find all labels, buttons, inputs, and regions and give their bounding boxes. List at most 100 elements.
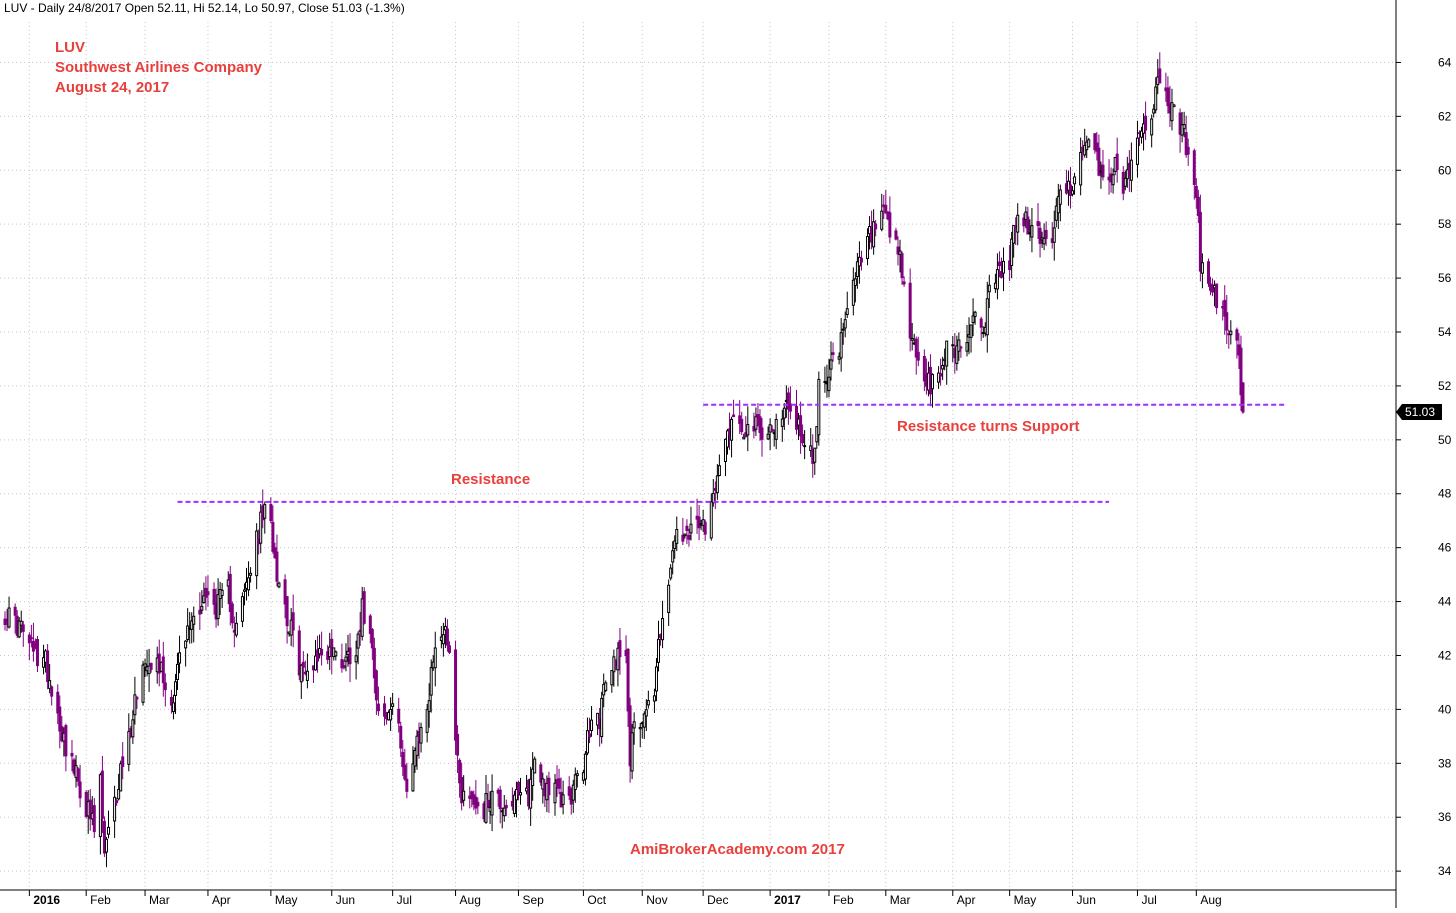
candle [316, 635, 320, 673]
x-tick-label: Aug [1200, 893, 1221, 907]
candle-body [888, 212, 892, 238]
candle-body [1111, 174, 1115, 186]
candle [866, 228, 870, 266]
candle-body [604, 682, 608, 691]
candle-body [898, 250, 902, 255]
candle-body [809, 445, 813, 451]
candle [29, 624, 33, 648]
last-price-tag-bg [1396, 404, 1442, 421]
candle [299, 663, 303, 699]
candle-body [1002, 260, 1006, 274]
candle [460, 762, 464, 811]
candle-body [320, 649, 324, 656]
x-tick-label: Apr [957, 893, 976, 907]
candle-body [930, 374, 934, 390]
candle [547, 771, 551, 813]
candle [661, 600, 665, 649]
chart-date: August 24, 2017 [55, 79, 169, 96]
candle [786, 387, 790, 425]
candle-body [374, 670, 378, 701]
candle-body [133, 694, 137, 716]
candle [486, 783, 490, 809]
candle-body [1184, 132, 1188, 156]
candle [687, 528, 691, 547]
candle [884, 189, 888, 214]
candle [590, 706, 594, 737]
candle [801, 424, 805, 446]
candle-body [476, 801, 480, 807]
candle-body [803, 445, 807, 448]
candle-body [654, 666, 658, 692]
candle [1042, 223, 1046, 251]
candle-body [575, 773, 579, 777]
candle [178, 635, 182, 674]
candle [441, 622, 445, 657]
candle [516, 780, 520, 801]
candle-body [531, 768, 535, 786]
candle-body [184, 640, 188, 649]
candle-body [78, 781, 82, 799]
candle [206, 575, 210, 607]
candle [618, 627, 622, 675]
candle-body [1042, 237, 1046, 245]
candle [1135, 120, 1139, 178]
candle-body [354, 655, 358, 663]
x-tick-label: Aug [460, 893, 481, 907]
candle [1044, 221, 1048, 246]
candle [389, 697, 393, 732]
x-tick-label: Oct [587, 893, 606, 907]
candle [149, 662, 153, 673]
candle-body [1158, 68, 1162, 84]
x-tick-label: Apr [212, 893, 231, 907]
ticker-label: LUV [55, 39, 85, 56]
x-tick-label: Jul [1141, 893, 1156, 907]
candle [689, 506, 693, 541]
candle-body [149, 662, 153, 670]
candle-body [630, 732, 634, 772]
candle-body [297, 630, 301, 676]
candle-body [957, 339, 961, 352]
candle [1152, 104, 1156, 118]
candle-body [433, 647, 437, 669]
candle-body [616, 647, 620, 671]
candle-body [573, 774, 577, 791]
candle-body [1140, 130, 1144, 138]
candle [259, 503, 263, 554]
candle-body [632, 721, 636, 729]
y-tick-label: 34 [1438, 864, 1452, 878]
candle-body [1071, 190, 1075, 195]
candle [795, 389, 799, 435]
candle [657, 620, 661, 672]
candle-body [1170, 102, 1174, 122]
x-tick-label: Feb [833, 893, 854, 907]
candle-body [618, 640, 622, 658]
candle [1026, 206, 1030, 235]
candle-body [1196, 196, 1200, 216]
candle-body [652, 695, 656, 702]
candle [3, 611, 7, 631]
candle [391, 692, 395, 715]
candle [58, 695, 62, 749]
candle [202, 582, 206, 604]
candle-body [782, 407, 786, 419]
candle-body [259, 511, 263, 544]
candle-body [726, 430, 730, 448]
candle [939, 358, 943, 386]
candle-body [425, 709, 429, 733]
y-tick-label: 48 [1438, 487, 1452, 501]
candle-body [644, 709, 648, 717]
candle-body [17, 620, 21, 638]
x-tick-label: May [1014, 893, 1037, 907]
candle [443, 617, 447, 648]
candle [788, 386, 792, 420]
candle [600, 691, 604, 744]
candle [673, 535, 677, 559]
candle [76, 767, 80, 787]
candle-body [348, 647, 352, 665]
candle [1166, 76, 1170, 114]
candle [198, 592, 202, 630]
watermark: AmiBrokerAcademy.com 2017 [630, 841, 845, 858]
candle [200, 590, 204, 615]
candle-body [1052, 227, 1056, 243]
candle-body [206, 591, 210, 596]
